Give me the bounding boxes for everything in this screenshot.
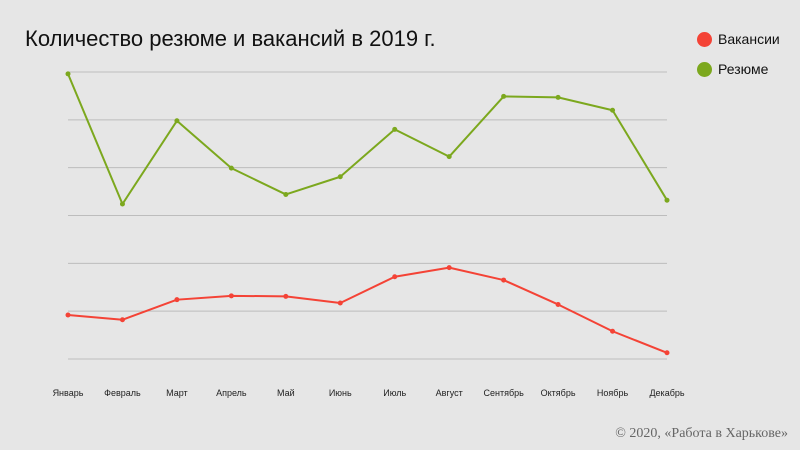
data-point-resumes	[228, 165, 234, 171]
legend-label-vacancies: Вакансии	[718, 31, 780, 47]
chart-title: Количество резюме и вакансий в 2019 г.	[25, 26, 436, 51]
data-point-vacancies	[65, 312, 71, 318]
data-point-vacancies	[228, 293, 234, 299]
data-point-vacancies	[283, 293, 289, 299]
x-tick-label: Апрель	[216, 388, 247, 398]
x-tick-label: Ноябрь	[597, 388, 629, 398]
data-point-vacancies	[174, 297, 180, 303]
data-point-resumes	[392, 126, 398, 132]
data-point-resumes	[501, 93, 507, 99]
data-point-vacancies	[610, 328, 616, 334]
data-point-resumes	[610, 107, 616, 113]
x-tick-label: Октябрь	[541, 388, 576, 398]
data-point-resumes	[337, 174, 343, 180]
x-tick-label: Январь	[53, 388, 84, 398]
data-point-vacancies	[119, 317, 125, 323]
data-point-vacancies	[337, 300, 343, 306]
data-point-resumes	[446, 154, 452, 160]
legend-item-resumes: Резюме	[697, 54, 797, 84]
data-point-vacancies	[664, 350, 670, 356]
x-tick-label: Март	[166, 388, 188, 398]
legend-item-vacancies: Вакансии	[697, 24, 797, 54]
copyright-text: © 2020, «Работа в Харькове»	[615, 426, 788, 441]
x-tick-label: Декабрь	[649, 388, 684, 398]
x-tick-label: Февраль	[104, 388, 141, 398]
x-tick-label: Сентябрь	[483, 388, 524, 398]
data-point-resumes	[174, 118, 180, 124]
legend-swatch-resumes	[697, 61, 712, 77]
legend-swatch-vacancies	[697, 31, 712, 47]
series-line-vacancies	[67, 266, 668, 354]
data-point-vacancies	[392, 274, 398, 280]
x-tick-label: Август	[436, 388, 463, 398]
series-line-resumes	[67, 73, 668, 206]
chart-legend: Вакансии Резюме	[697, 24, 797, 84]
data-point-vacancies	[501, 277, 507, 283]
data-point-resumes	[555, 94, 561, 100]
data-point-resumes	[283, 191, 289, 197]
data-point-vacancies	[555, 301, 561, 307]
data-point-vacancies	[446, 265, 452, 271]
x-tick-label: Июнь	[329, 388, 352, 398]
x-tick-label: Май	[277, 388, 295, 398]
data-point-resumes	[119, 201, 125, 207]
legend-label-resumes: Резюме	[718, 61, 769, 77]
data-point-resumes	[664, 197, 670, 203]
data-point-resumes	[65, 71, 71, 77]
x-tick-label: Июль	[383, 388, 406, 398]
